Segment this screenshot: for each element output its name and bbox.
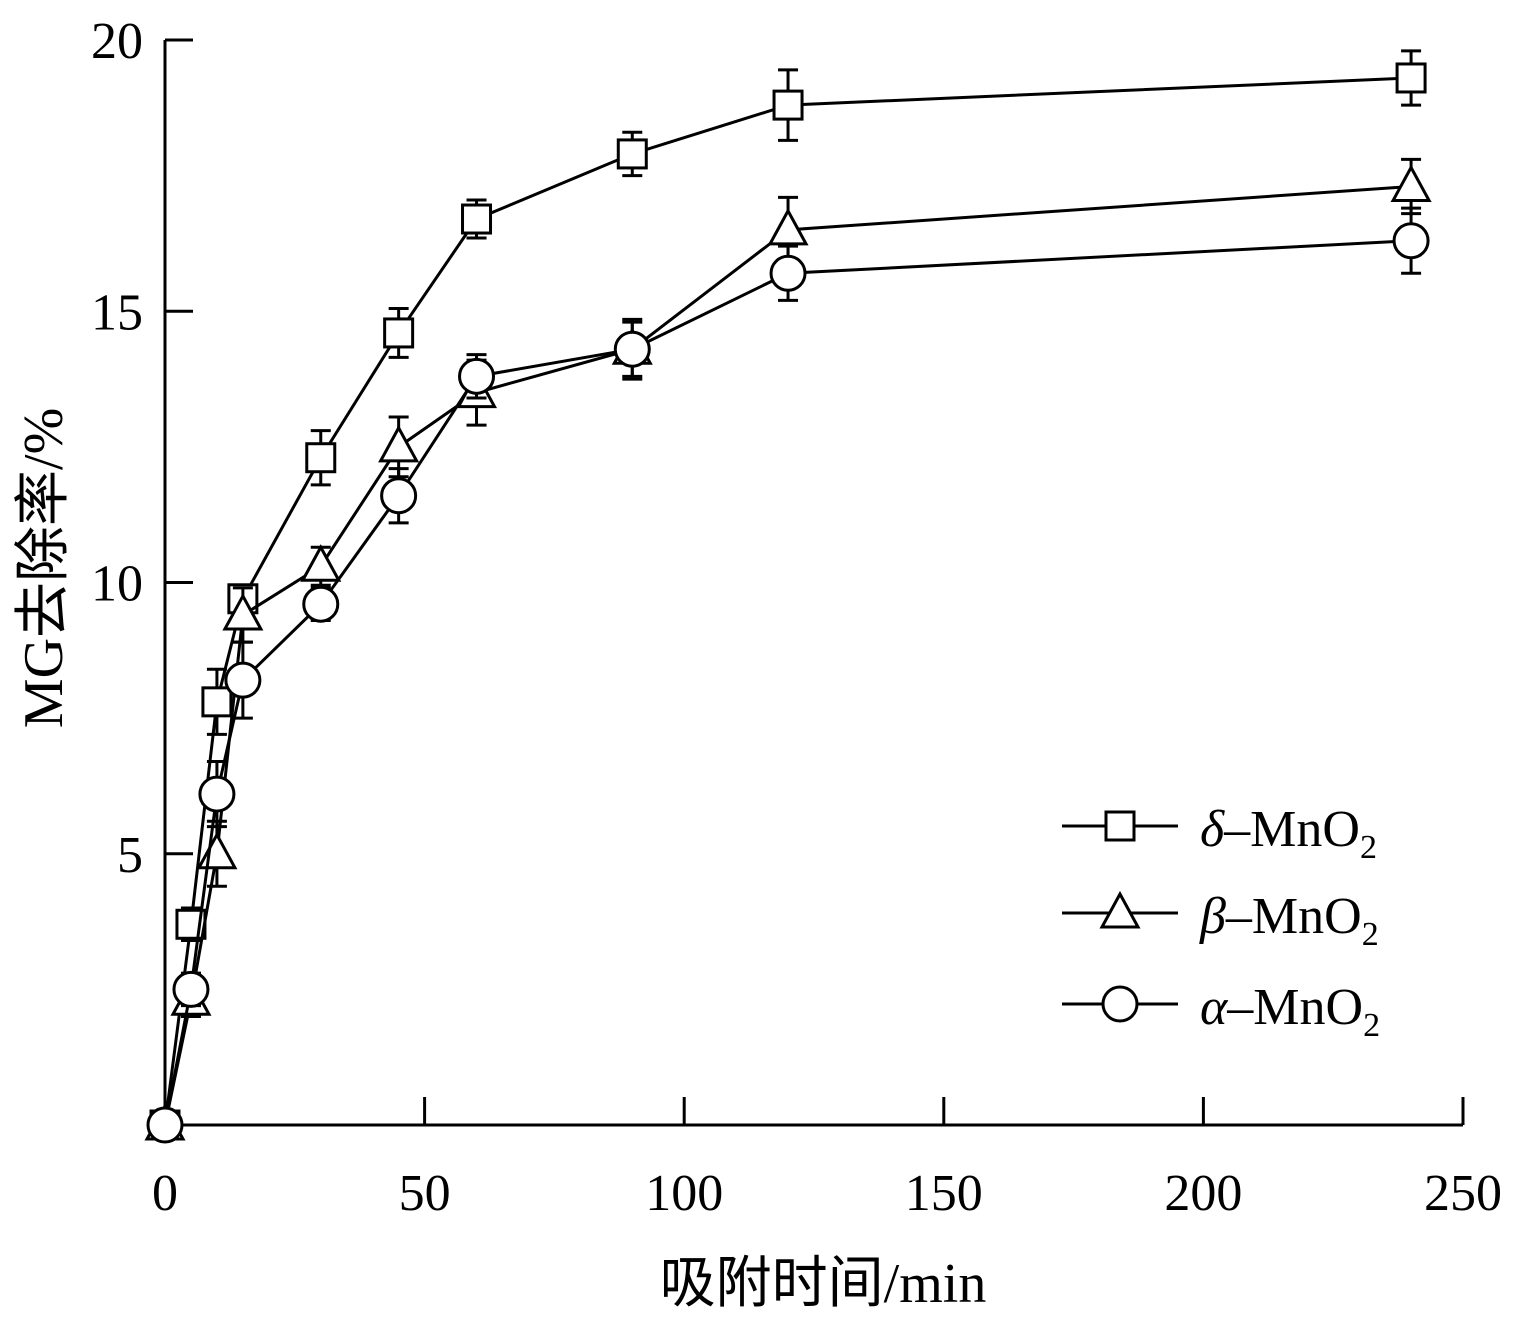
series-line	[163, 184, 1412, 1126]
legend: δ–MnO2 β–MnO2 α–MnO2	[1062, 801, 1380, 1044]
data-point-circle	[769, 254, 807, 292]
data-point-square	[461, 203, 493, 235]
data-point-triangle	[196, 831, 238, 870]
data-point-triangle	[300, 544, 342, 582]
y-tick-label: 15	[91, 284, 143, 341]
data-point-square	[201, 686, 233, 718]
x-axis-title: 吸附时间/min	[660, 1253, 987, 1315]
data-point-triangle	[378, 424, 420, 463]
data-point-circle	[380, 477, 418, 515]
data-point-circle	[1392, 222, 1430, 260]
data-point-square	[1104, 810, 1136, 842]
x-tick-label: 100	[645, 1165, 723, 1222]
y-tick-label: 20	[91, 13, 143, 70]
data-point-square	[772, 89, 804, 121]
x-tick-label: 50	[399, 1165, 451, 1222]
plot-area	[144, 49, 1432, 1144]
data-point-circle	[172, 970, 210, 1008]
legend-label: α–MnO2	[1200, 979, 1380, 1044]
data-point-triangle	[767, 207, 809, 246]
data-point-square	[1395, 62, 1427, 94]
data-point-circle	[458, 357, 496, 395]
y-axis-title: MG去除率/%	[13, 408, 75, 728]
data-point-circle	[146, 1106, 184, 1144]
x-tick-label: 250	[1424, 1165, 1502, 1222]
series-line	[163, 239, 1412, 1126]
data-point-circle	[302, 585, 340, 623]
x-tick-label: 150	[905, 1165, 983, 1222]
data-point-triangle	[1099, 890, 1141, 929]
data-point-circle	[613, 330, 651, 368]
series-circle	[146, 206, 1430, 1144]
legend-label: β–MnO2	[1199, 888, 1379, 953]
legend-entry-circle: α–MnO2	[1062, 979, 1380, 1044]
legend-label: δ–MnO2	[1200, 801, 1377, 866]
legend-entry-square: δ–MnO2	[1062, 801, 1377, 866]
series-line	[163, 76, 1412, 1126]
data-point-square	[616, 138, 648, 170]
legend-entry-triangle: β–MnO2	[1062, 888, 1379, 953]
data-point-triangle	[1390, 164, 1432, 202]
axes: 0 50 100 150 200 250 5 10 15 20	[91, 13, 1502, 1222]
y-tick-label: 5	[117, 827, 143, 884]
data-point-triangle	[222, 592, 264, 631]
x-tick-label: 200	[1164, 1165, 1242, 1222]
data-point-circle	[1101, 985, 1139, 1023]
data-point-square	[305, 442, 337, 474]
data-point-square	[383, 317, 415, 349]
data-point-circle	[198, 775, 236, 813]
x-tick-label: 0	[152, 1165, 178, 1222]
y-tick-label: 10	[91, 556, 143, 613]
data-point-circle	[224, 661, 262, 699]
